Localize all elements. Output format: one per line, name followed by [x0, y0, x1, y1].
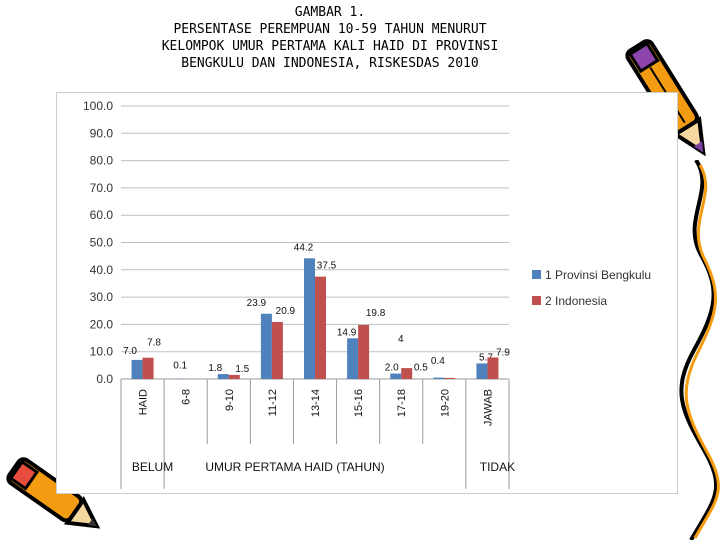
bar-bengkulu — [260, 313, 272, 379]
data-label: 19.8 — [366, 308, 386, 319]
bar-bengkulu — [433, 377, 445, 379]
data-label: 14.9 — [337, 327, 357, 338]
x-tick-label: 6-8 — [181, 389, 193, 405]
title-line-4: BENGKULU DAN INDONESIA, RISKESDAS 2010 — [181, 56, 479, 71]
data-label: 1.5 — [235, 364, 249, 375]
bar-chart: 0.0 10.0 20.0 30.0 40.0 50.0 60.0 70.0 80.0 90.0 1… — [83, 99, 651, 489]
bar-indonesia — [271, 321, 283, 379]
data-label: 7.0 — [123, 346, 137, 357]
data-label: 7.9 — [496, 347, 510, 358]
y-tick-label: 40.0 — [90, 263, 114, 277]
bar-indonesia — [401, 368, 413, 379]
y-tick-label: 80.0 — [90, 154, 114, 168]
squiggle-right-icon — [679, 160, 720, 540]
y-tick-label: 50.0 — [90, 236, 114, 250]
group-label: UMUR PERTAMA HAID (TAHUN) — [205, 460, 384, 474]
y-tick-label: 60.0 — [90, 208, 114, 222]
data-label: 20.9 — [276, 306, 296, 317]
bar-indonesia — [444, 377, 456, 379]
chart-area: 0.0 10.0 20.0 30.0 40.0 50.0 60.0 70.0 80.0 90.0 1… — [56, 92, 678, 494]
title-line-3: KELOMPOK UMUR PERTAMA KALI HAID DI PROVI… — [161, 39, 499, 54]
data-label: 0.1 — [173, 361, 187, 372]
bar-bengkulu — [476, 363, 488, 379]
pencil-bottom-left-icon — [6, 457, 101, 529]
y-tick-label: 90.0 — [90, 126, 114, 140]
x-tick-label: 17-18 — [396, 389, 408, 417]
bar-bengkulu — [347, 338, 359, 379]
bar-bengkulu — [304, 258, 315, 379]
y-tick-label: 30.0 — [90, 290, 114, 304]
bar-bengkulu — [131, 359, 143, 379]
y-tick-label: 10.0 — [90, 345, 114, 359]
data-label: 2.0 — [385, 363, 399, 374]
x-tick-label: 9-10 — [224, 389, 236, 411]
data-label: 7.8 — [147, 338, 161, 349]
bar-bengkulu — [217, 374, 229, 379]
x-tick-label: HAID — [138, 389, 150, 415]
data-label: 44.2 — [294, 242, 314, 253]
title-line-2: PERSENTASE PEREMPUAN 10-59 TAHUN MENURUT — [173, 22, 487, 37]
data-label: 0.5 — [414, 363, 428, 374]
legend-swatch — [532, 270, 541, 279]
y-tick-label: 70.0 — [90, 181, 114, 195]
bar-indonesia — [487, 357, 499, 379]
x-tick-label: 19-20 — [439, 389, 451, 417]
x-tick-label: JAWAB — [482, 389, 494, 426]
chart-title: GAMBAR 1. PERSENTASE PEREMPUAN 10-59 TAH… — [60, 4, 600, 72]
x-tick-label: 15-16 — [353, 389, 365, 417]
group-label: TIDAK — [480, 460, 515, 474]
data-label: 1.8 — [208, 363, 222, 374]
y-tick-label: 100.0 — [83, 99, 113, 113]
data-label: 23.9 — [247, 298, 267, 309]
bar-indonesia — [358, 324, 370, 379]
y-tick-label: 0.0 — [96, 372, 113, 386]
x-tick-label: 13-14 — [310, 389, 322, 417]
data-label: 4 — [398, 334, 404, 345]
bar-indonesia — [142, 357, 154, 379]
bar-indonesia — [228, 374, 240, 379]
title-line-1: GAMBAR 1. — [294, 5, 366, 20]
bar-indonesia — [315, 276, 326, 379]
y-tick-label: 20.0 — [90, 317, 114, 331]
legend-swatch — [532, 296, 541, 305]
data-label: 5.7 — [479, 352, 493, 363]
bar-bengkulu — [390, 373, 402, 379]
data-label: 37.5 — [317, 261, 337, 272]
data-label: 0.4 — [431, 356, 445, 367]
legend-label: 2 Indonesia — [545, 294, 607, 308]
x-tick-label: 11-12 — [267, 389, 279, 416]
legend-label: 1 Provinsi Bengkulu — [545, 268, 651, 282]
group-label: BELUM — [132, 460, 173, 474]
